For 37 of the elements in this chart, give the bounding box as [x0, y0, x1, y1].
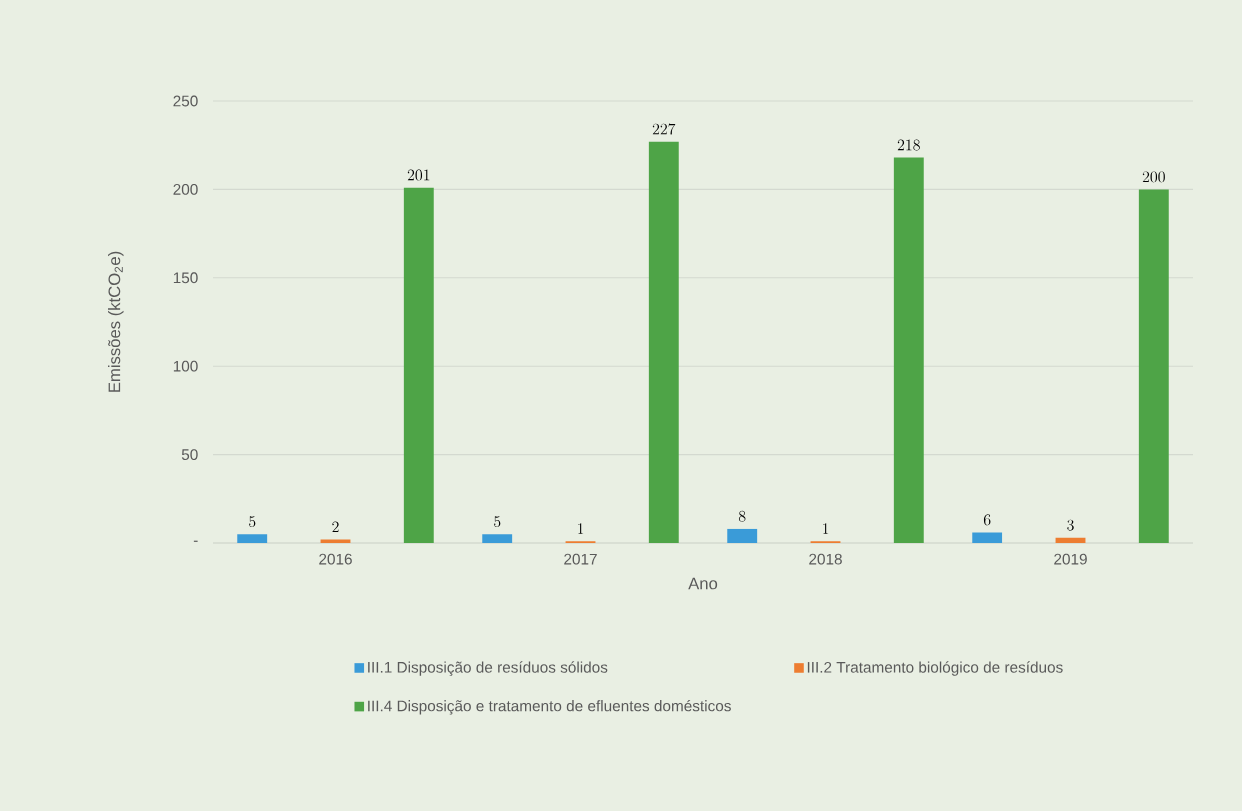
y-tick-label: 150 — [173, 272, 198, 284]
data-label: 8 — [738, 510, 746, 522]
bar — [727, 528, 758, 543]
data-label: 2 — [332, 521, 339, 533]
y-tick-label: 250 — [173, 95, 198, 107]
x-tick-label: 2018 — [809, 553, 842, 565]
bar — [648, 141, 679, 543]
data-label: 227 — [652, 123, 676, 135]
bar — [320, 539, 351, 543]
data-label: 3 — [1067, 519, 1074, 531]
x-tick-label: 2016 — [319, 553, 352, 565]
bar — [403, 187, 434, 543]
data-label: 218 — [897, 139, 920, 151]
bar — [893, 157, 924, 543]
data-label: 6 — [983, 514, 991, 526]
y-tick-label: - — [193, 540, 198, 542]
legend-label: III.1 Disposição de resíduos sólidos — [368, 661, 608, 676]
x-tick-label: 2019 — [1054, 553, 1087, 565]
x-axis-title: Ano — [688, 577, 718, 590]
data-label: 5 — [494, 516, 501, 528]
data-label: 5 — [249, 516, 256, 528]
legend-label: III.4 Disposição e tratamento de efluentes domésticos — [368, 699, 731, 715]
bar — [1055, 537, 1086, 543]
y-axis-title: Emissões (ktCO$_{2}$e) — [108, 251, 124, 392]
data-label: 1 — [578, 523, 584, 534]
data-label: 200 — [1142, 171, 1165, 183]
y-tick-label: 50 — [181, 449, 198, 461]
data-label: 201 — [407, 169, 430, 181]
x-tick-label: 2017 — [564, 553, 597, 565]
y-tick-label: 100 — [173, 360, 198, 372]
y-tick-label: 200 — [173, 183, 198, 195]
bar — [237, 534, 268, 543]
legend-label: III.2 Tratamento biológico de resíduos — [807, 661, 1063, 676]
bar — [972, 532, 1003, 543]
bar — [1138, 189, 1169, 543]
data-label: 1 — [823, 523, 829, 534]
bar — [482, 534, 513, 543]
